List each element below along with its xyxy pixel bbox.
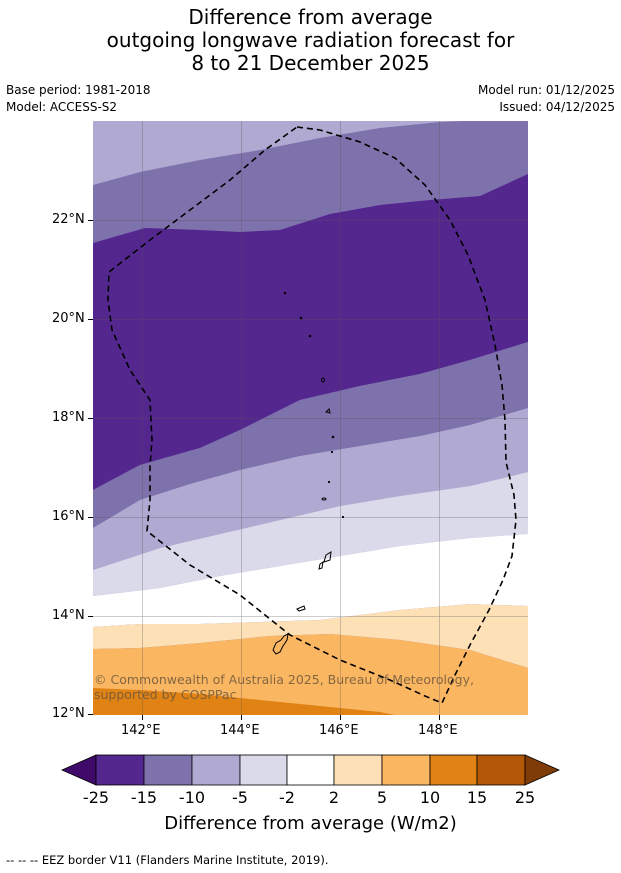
island bbox=[321, 377, 325, 383]
island bbox=[299, 316, 303, 320]
colorbar-swatch bbox=[381, 754, 431, 786]
colorbar-label: -10 bbox=[178, 788, 206, 807]
band-minus2-minus5 bbox=[93, 472, 528, 596]
colorbar-label: 5 bbox=[376, 788, 388, 807]
band-neutral bbox=[93, 534, 528, 627]
colorbar-label: -5 bbox=[232, 788, 248, 807]
colorbar-swatch bbox=[239, 754, 288, 786]
issued-date: Issued: 04/12/2025 bbox=[499, 100, 615, 114]
band-minus10-minus15-lower bbox=[93, 342, 528, 528]
colorbar-extend-low bbox=[61, 754, 97, 786]
meta-right: Model run: 01/12/2025 Issued: 04/12/2025 bbox=[478, 82, 615, 116]
meta-left: Base period: 1981-2018 Model: ACCESS-S2 bbox=[6, 82, 151, 116]
lon-label-148E: 148°E bbox=[418, 723, 458, 738]
lon-label-142E: 142°E bbox=[121, 723, 161, 738]
island bbox=[331, 435, 335, 439]
lat-label-18N: 18°N bbox=[52, 410, 85, 425]
eez-legend-footer: -- -- -- EEZ border V11 (Flanders Marine… bbox=[6, 853, 329, 867]
band-10-15 bbox=[93, 688, 395, 715]
island bbox=[321, 497, 327, 501]
island bbox=[341, 515, 345, 519]
band-minus15-minus25 bbox=[93, 174, 528, 490]
model-run: Model run: 01/12/2025 bbox=[477, 83, 615, 97]
lon-label-146E: 146°E bbox=[319, 723, 359, 738]
island-saipan bbox=[323, 551, 332, 563]
island bbox=[325, 408, 331, 414]
colorbar-extend-high bbox=[524, 754, 560, 786]
colorbar-swatch bbox=[191, 754, 241, 786]
colorbar-label: 2 bbox=[328, 788, 340, 807]
colorbar-label: -2 bbox=[279, 788, 295, 807]
colorbar-swatch bbox=[286, 754, 335, 786]
title-line-2: outgoing longwave radiation forecast for bbox=[106, 28, 515, 52]
title-line-3: 8 to 21 December 2025 bbox=[191, 51, 430, 75]
colorbar-swatch bbox=[476, 754, 526, 786]
copyright-credit: © Commonwealth of Australia 2025, Bureau… bbox=[94, 672, 474, 702]
colorbar-swatch bbox=[333, 754, 383, 786]
island bbox=[308, 334, 312, 338]
model-name: Model: ACCESS-S2 bbox=[6, 100, 118, 114]
map-area bbox=[93, 121, 528, 715]
lat-label-14N: 14°N bbox=[52, 608, 85, 623]
colorbar bbox=[61, 754, 560, 786]
island bbox=[327, 480, 331, 484]
island-rota bbox=[296, 605, 306, 612]
colorbar-title: Difference from average (W/m2) bbox=[164, 813, 457, 834]
graticule bbox=[93, 121, 528, 715]
colorbar-label: 15 bbox=[466, 788, 488, 807]
base-period: Base period: 1981-2018 bbox=[6, 83, 151, 97]
chart-title: Difference from average outgoing longwav… bbox=[0, 6, 621, 75]
axis-ticks bbox=[88, 220, 440, 720]
lat-label-22N: 22°N bbox=[52, 212, 85, 227]
island bbox=[283, 291, 287, 295]
lat-label-12N: 12°N bbox=[52, 706, 85, 721]
island-guam bbox=[272, 633, 289, 655]
colorbar-swatch bbox=[429, 754, 478, 786]
colorbar-swatch bbox=[95, 754, 145, 786]
band-2-5 bbox=[93, 604, 528, 668]
eez-border bbox=[107, 126, 517, 705]
colorbar-label: -15 bbox=[130, 788, 158, 807]
lon-label-144E: 144°E bbox=[220, 723, 260, 738]
colorbar-label: 25 bbox=[514, 788, 536, 807]
island-tinian bbox=[318, 560, 324, 570]
island bbox=[330, 450, 334, 454]
lat-label-16N: 16°N bbox=[52, 509, 85, 524]
lat-label-20N: 20°N bbox=[52, 311, 85, 326]
colorbar-label: 10 bbox=[419, 788, 441, 807]
band-minus5-minus10-lower bbox=[93, 408, 528, 570]
islands bbox=[272, 291, 345, 655]
title-line-1: Difference from average bbox=[188, 5, 433, 29]
colorbar-label: -25 bbox=[82, 788, 110, 807]
colorbar-swatch bbox=[143, 754, 193, 786]
